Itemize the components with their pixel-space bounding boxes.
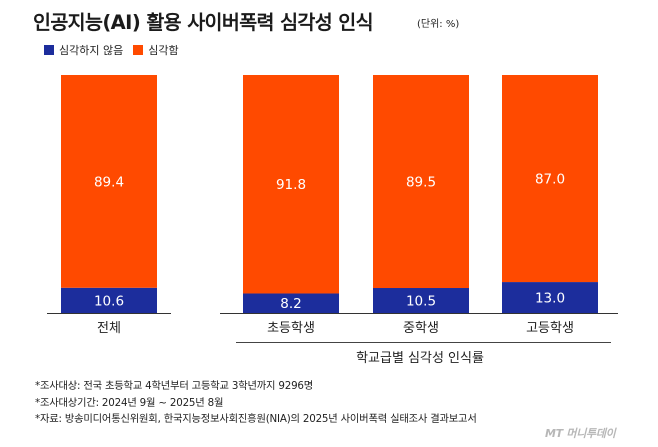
footnotes: *조사대상: 전국 초등학교 4학년부터 고등학교 3학년까지 9296명 *조…: [35, 378, 477, 428]
group-label: 학교급별 심각성 인식률: [356, 351, 484, 366]
bar-serious-1: [243, 75, 339, 294]
data-label-serious-0: 89.4: [94, 174, 124, 190]
legend-label-not-serious: 심각하지 않음: [59, 44, 124, 57]
legend-swatch-not-serious: [44, 45, 54, 55]
x-tick-label-2: 중학생: [403, 321, 439, 336]
data-label-serious-3: 87.0: [535, 172, 565, 188]
footnote-survey-target: *조사대상: 전국 초등학교 4학년부터 고등학교 3학년까지 9296명: [35, 380, 314, 392]
legend-swatch-serious: [133, 45, 144, 55]
data-label-serious-2: 89.5: [406, 175, 436, 191]
bar-not-serious-1: [243, 293, 339, 313]
unit-label: (단위: %): [417, 19, 460, 30]
legend-label-serious: 심각함: [148, 44, 179, 57]
chart-title: 인공지능(AI) 활용 사이버폭력 심각성 인식: [33, 11, 374, 34]
x-tick-label-1: 초등학생: [267, 321, 315, 336]
data-label-not-serious-2: 10.5: [406, 294, 436, 310]
legend-item-not-serious: 심각하지 않음: [44, 42, 123, 58]
bar-not-serious-3: [502, 282, 598, 313]
x-tick-label-3: 고등학생: [526, 321, 574, 336]
bar-serious-2: [373, 75, 469, 289]
bar-not-serious-2: [373, 288, 469, 313]
legend-item-serious: 심각함: [133, 42, 179, 58]
bar-serious-3: [502, 75, 598, 283]
data-label-not-serious-3: 13.0: [535, 291, 565, 307]
publisher-logo: MT 머니투데이: [545, 427, 616, 440]
bar-not-serious-0: [61, 287, 157, 313]
footnote-survey-period: *조사대상기간: 2024년 9월 ~ 2025년 8월: [35, 396, 224, 409]
data-label-not-serious-0: 10.6: [94, 293, 124, 309]
footnote-source: *자료: 방송미디어통신위원회, 한국지능정보사회진흥원(NIA)의 2025년…: [35, 413, 477, 425]
bar-serious-0: [61, 75, 157, 288]
stacked-bar-chart: 10.6 89.4 전체 8.2 91.8 초등학생 10.5 89.5 중학생 13.0 87.0…: [47, 75, 618, 366]
data-label-serious-1: 91.8: [276, 177, 306, 193]
data-label-not-serious-1: 8.2: [280, 296, 301, 312]
x-tick-label-0: 전체: [97, 321, 121, 336]
legend: 심각하지 않음 심각함: [44, 42, 189, 58]
